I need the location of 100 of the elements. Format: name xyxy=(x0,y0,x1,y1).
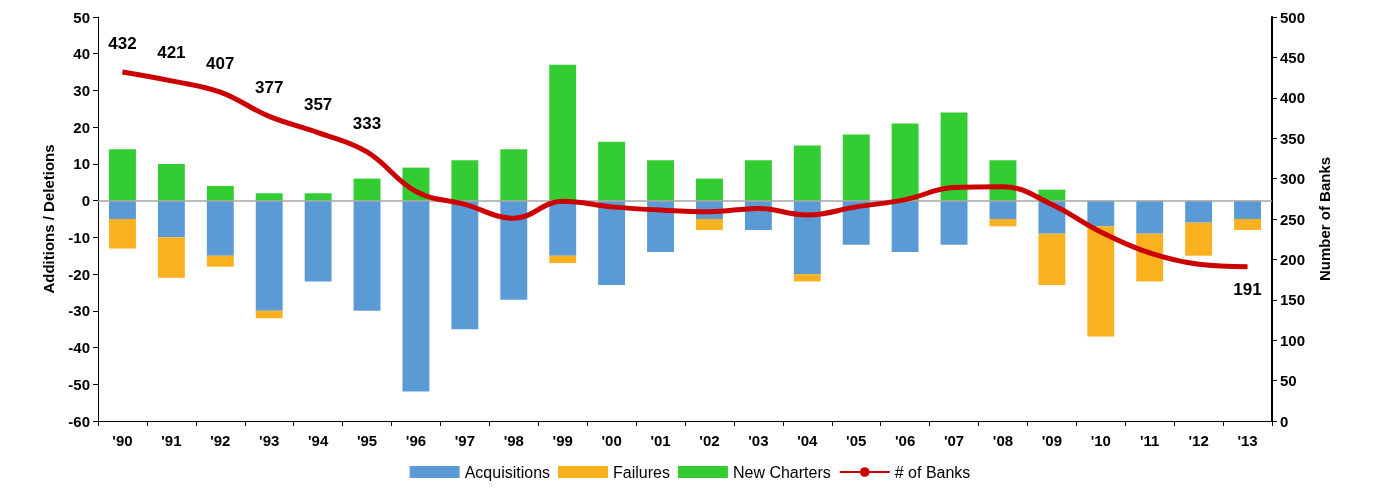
legend-label: Acquisitions xyxy=(464,463,551,481)
x-tick-label: '99 xyxy=(552,432,573,449)
legend-label: # of Banks xyxy=(894,463,971,481)
data-label: 357 xyxy=(303,94,333,114)
bar xyxy=(304,200,332,282)
bar xyxy=(353,178,381,201)
bar xyxy=(353,200,381,311)
x-tick-label: '95 xyxy=(356,432,378,449)
x-tick-label: '01 xyxy=(650,432,671,449)
bar xyxy=(744,160,772,201)
x-tick-label: '12 xyxy=(1188,432,1209,449)
x-tick-label: '10 xyxy=(1090,432,1111,449)
x-tick-label: '06 xyxy=(894,432,916,449)
bar xyxy=(109,149,136,201)
bar xyxy=(549,64,577,201)
bar xyxy=(109,219,136,249)
y2-tick-label: 300 xyxy=(1280,170,1306,188)
x-tick-label: '04 xyxy=(797,432,819,449)
x-tick-label: '94 xyxy=(307,432,329,449)
x-tick-label: '96 xyxy=(405,432,427,449)
y-tick-label: 20 xyxy=(73,118,90,136)
y2-tick-label: 450 xyxy=(1280,48,1306,66)
data-label: 421 xyxy=(157,42,186,62)
y-tick-label: -10 xyxy=(68,228,90,246)
x-tick-label: '05 xyxy=(846,432,867,449)
x-tick-label: '07 xyxy=(943,432,965,449)
bar xyxy=(793,200,821,275)
bar xyxy=(109,200,136,219)
y2-tick-label: 200 xyxy=(1280,250,1306,268)
x-tick-label: '91 xyxy=(161,432,182,449)
bar xyxy=(549,255,577,264)
bar xyxy=(451,200,479,330)
x-tick-label: '93 xyxy=(259,432,280,449)
y2-tick-label: 500 xyxy=(1280,8,1306,26)
bar xyxy=(647,160,674,201)
bar xyxy=(696,178,723,201)
bar xyxy=(500,149,528,201)
legend-label: New Charters xyxy=(732,463,831,481)
bar xyxy=(1087,226,1115,337)
y2-axis-title: Number of Banks xyxy=(1316,156,1333,282)
x-tick-label: '08 xyxy=(992,432,1014,449)
y-tick-label: 0 xyxy=(81,192,90,210)
y2-tick-label: 100 xyxy=(1280,331,1306,349)
bar xyxy=(206,200,234,256)
y2-tick-label: 50 xyxy=(1280,372,1297,390)
x-tick-label: '13 xyxy=(1237,432,1258,449)
y-tick-label: 30 xyxy=(73,81,90,99)
bar xyxy=(598,141,626,201)
data-label: 333 xyxy=(352,113,382,133)
y2-tick-label: 250 xyxy=(1280,210,1306,228)
bar xyxy=(1038,233,1066,286)
y2-tick-label: 400 xyxy=(1280,89,1306,107)
bar xyxy=(402,200,430,392)
bar xyxy=(206,185,234,201)
y-tick-label: -40 xyxy=(68,339,90,357)
bar xyxy=(696,219,723,231)
bar xyxy=(157,237,185,278)
bar xyxy=(1234,200,1261,219)
y-tick-label: -60 xyxy=(68,412,90,430)
y-tick-label: -20 xyxy=(68,265,90,283)
bar xyxy=(598,200,626,286)
bar xyxy=(500,200,528,300)
bar xyxy=(793,274,821,282)
y2-tick-label: 350 xyxy=(1280,129,1306,147)
y-tick-label: -30 xyxy=(68,302,90,320)
bar xyxy=(842,134,870,201)
bar xyxy=(1185,200,1213,223)
bar xyxy=(255,200,283,311)
y-tick-label: -50 xyxy=(68,375,90,393)
y2-tick-label: 0 xyxy=(1280,412,1289,430)
x-tick-label: '03 xyxy=(748,432,769,449)
bar xyxy=(891,123,919,201)
x-tick-label: '02 xyxy=(699,432,720,449)
y-axis-title: Additions / Deletions xyxy=(40,144,57,294)
bar xyxy=(989,219,1017,227)
x-tick-label: '98 xyxy=(503,432,524,449)
bar xyxy=(451,160,479,201)
bar xyxy=(940,200,968,245)
data-label: 377 xyxy=(255,78,284,98)
x-tick-label: '00 xyxy=(601,432,622,449)
bar xyxy=(1087,200,1115,227)
x-tick-label: '09 xyxy=(1041,432,1063,449)
bar xyxy=(1185,222,1213,256)
bar xyxy=(206,255,234,267)
bar xyxy=(1234,219,1261,231)
x-tick-label: '90 xyxy=(112,432,133,449)
bar xyxy=(940,112,968,201)
x-tick-label: '92 xyxy=(210,432,231,449)
y-tick-label: 50 xyxy=(73,8,90,26)
x-tick-label: '11 xyxy=(1139,432,1160,449)
x-tick-label: '97 xyxy=(454,432,476,449)
y-tick-label: 40 xyxy=(73,45,90,63)
bar xyxy=(157,163,185,201)
bar xyxy=(891,200,919,253)
data-label: 407 xyxy=(206,54,235,74)
data-label: 191 xyxy=(1233,279,1262,299)
y-tick-label: 10 xyxy=(73,155,90,173)
bar xyxy=(1136,200,1164,234)
legend-label: Failures xyxy=(613,463,670,481)
bar xyxy=(157,200,185,238)
